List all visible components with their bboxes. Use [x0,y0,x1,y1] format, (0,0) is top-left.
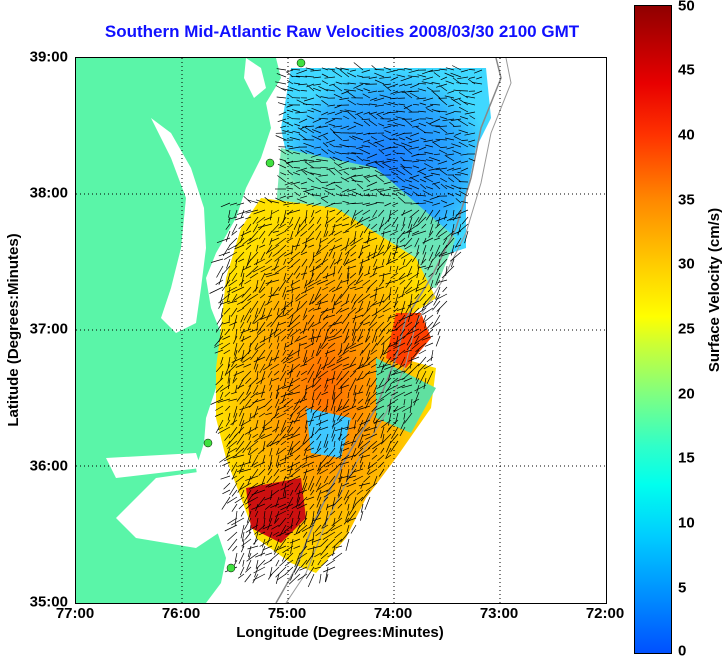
velocity-vector [333,553,342,560]
velocity-vector [454,112,461,113]
y-tick-label: 38:00 [30,185,68,202]
velocity-vector [426,322,434,330]
velocity-vector [210,287,223,294]
velocity-vector [436,294,447,300]
colorbar-tick-label: 40 [678,127,695,144]
velocity-vector [229,238,237,246]
velocity-vector [243,560,244,567]
radar-station-marker [266,159,274,167]
velocity-vector [254,567,265,573]
x-tick-label: 74:00 [374,605,412,622]
y-axis-label: Latitude (Degrees:Minutes) [5,233,22,426]
velocity-vector [245,567,251,572]
velocity-vector [308,574,314,587]
velocity-vector [247,560,251,570]
velocity-vector [285,567,293,575]
chart-title: Southern Mid-Atlantic Raw Velocities 200… [0,22,724,42]
colorbar [634,5,672,654]
y-tick-label: 37:00 [30,321,68,338]
velocity-vector [438,329,440,335]
velocity-vector [233,546,238,551]
colorbar-tick-label: 35 [678,192,695,209]
velocity-vector [232,224,237,234]
velocity-vector [244,196,251,203]
velocity-vector [228,532,238,541]
velocity-vector [238,574,244,578]
x-tick-label: 75:00 [268,605,306,622]
velocity-vector [247,553,258,561]
velocity-vector [265,553,272,555]
velocity-vector [276,86,286,92]
velocity-vector [239,504,244,509]
velocity-vector [431,350,433,361]
colorbar-tick-label: 25 [678,321,695,338]
colorbar-tick-label: 5 [678,580,686,597]
velocity-vector [433,315,440,327]
velocity-vector [403,161,412,162]
x-axis-label: Longitude (Degrees:Minutes) [236,624,444,641]
x-tick-label: 77:00 [56,605,94,622]
colorbar-tick-label: 20 [678,386,695,403]
velocity-vector [365,497,370,510]
velocity-vector [219,252,230,256]
map-canvas [76,58,606,603]
radar-station-marker [227,564,235,572]
colorbar-tick-label: 50 [678,0,695,15]
velocity-vector [442,273,447,278]
velocity-vector [277,97,286,98]
x-tick-label: 72:00 [586,605,624,622]
colorbar-tick-label: 45 [678,62,695,79]
x-tick-label: 73:00 [480,605,518,622]
velocity-vector [245,574,251,582]
colorbar-tick-label: 15 [678,450,695,467]
y-tick-label: 39:00 [30,49,68,66]
velocity-vector [437,301,447,312]
velocity-vector [244,518,251,530]
radar-station-marker [297,59,305,67]
velocity-vector [278,103,286,105]
velocity-vector [346,539,349,551]
velocity-vector [436,336,440,346]
velocity-vector [264,560,272,565]
colorbar-tick-label: 10 [678,515,695,532]
velocity-vector [245,532,251,539]
velocity-vector [294,168,300,169]
velocity-vector [219,273,223,285]
velocity-vector [227,469,230,474]
velocity-vector [427,357,433,362]
velocity-vector [241,511,244,516]
radar-station-marker [204,439,212,447]
velocity-vector [240,567,244,575]
colorbar-tick-label: 30 [678,256,695,273]
velocity-vector [360,511,363,521]
velocity-vector [231,518,244,525]
velocity-vector [453,126,461,127]
colorbar-label: Surface Velocity (cm/s) [706,208,723,372]
y-tick-label: 36:00 [30,458,68,475]
velocity-vector [276,560,279,566]
velocity-vector [443,287,447,292]
colorbar-tick-label: 0 [678,643,686,660]
velocity-vector [323,567,335,572]
velocity-vector [320,574,321,583]
velocity-vector [248,546,251,557]
x-tick-label: 76:00 [162,605,200,622]
map-plot-area[interactable] [75,57,607,604]
velocity-vector [228,539,237,550]
velocity-vector [248,546,259,549]
